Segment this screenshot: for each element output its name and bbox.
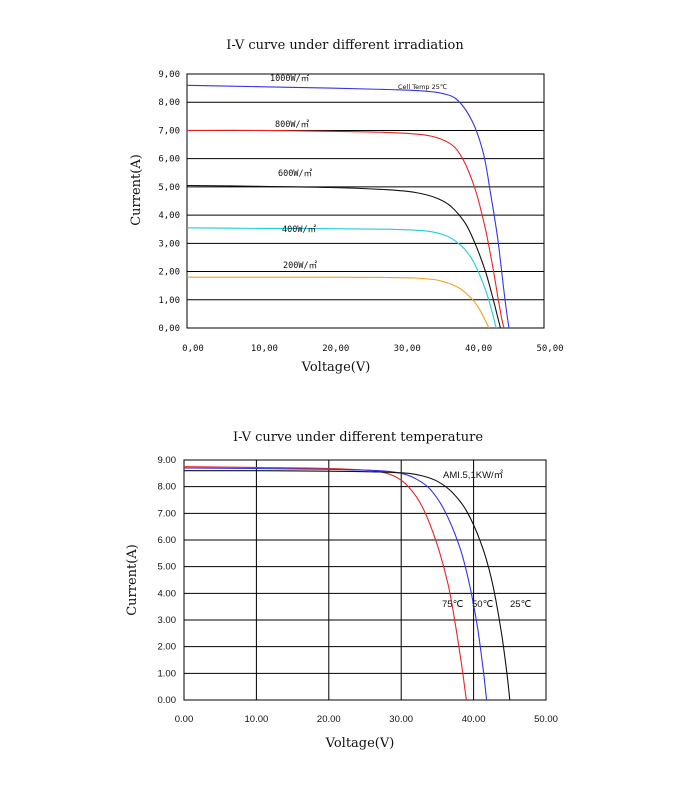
series-line [183, 466, 467, 701]
series-label: 600W/㎡ [278, 169, 313, 179]
y-tick-label: 7,00 [158, 126, 180, 136]
x-tick-label: 30.00 [389, 714, 413, 725]
y-tick-label: 9,00 [158, 70, 180, 80]
x-axis-label: Voltage(V) [325, 736, 395, 751]
x-tick-label: 0,00 [182, 344, 204, 354]
irradiance-annotation: AMI.5,1KW/㎡ [443, 470, 504, 481]
irradiation-chart: I-V curve under different irradiation 0,… [129, 38, 564, 375]
x-tick-label: 20,00 [322, 344, 349, 354]
series-line [183, 470, 511, 701]
temperature-chart: I-V curve under different temperature 0.… [125, 430, 558, 751]
chart-title: I-V curve under different irradiation [226, 38, 464, 53]
y-tick-label: 0,00 [158, 324, 180, 334]
y-tick-label: 1.00 [158, 668, 177, 679]
y-tick-label: 6,00 [158, 155, 180, 165]
x-tick-label: 50,00 [536, 344, 563, 354]
series-label: 50℃ [472, 599, 494, 610]
x-tick-label: 10.00 [245, 714, 269, 725]
y-tick-label: 3.00 [158, 615, 177, 626]
series-line [186, 227, 497, 329]
x-axis-label: Voltage(V) [301, 360, 371, 375]
y-tick-label: 8,00 [158, 98, 180, 108]
series-label: 200W/㎡ [283, 261, 318, 271]
x-tick-label: 0.00 [175, 714, 194, 725]
series-label: 25℃ [510, 599, 532, 610]
x-tick-label: 30,00 [394, 344, 421, 354]
y-tick-label: 2.00 [158, 642, 177, 653]
series-line [186, 84, 510, 329]
x-tick-label: 50.00 [534, 714, 558, 725]
series-line [186, 184, 501, 329]
y-tick-label: 4.00 [158, 588, 177, 599]
plot-frame [183, 459, 547, 701]
y-axis-label: Current(A) [129, 154, 144, 226]
series-line [183, 467, 488, 701]
series-line [187, 276, 490, 329]
series-label: 75℃ [442, 599, 464, 610]
y-tick-label: 9.00 [158, 455, 177, 466]
y-tick-label: 5,00 [158, 183, 180, 193]
cell-temp-annotation: Cell Temp 25℃ [398, 83, 447, 91]
series-line [186, 129, 505, 329]
y-tick-label: 6.00 [158, 535, 177, 546]
y-tick-label: 4,00 [158, 211, 180, 221]
chart-title: I-V curve under different temperature [233, 430, 483, 445]
x-tick-label: 20.00 [317, 714, 341, 725]
series-label: 800W/㎡ [275, 120, 310, 130]
y-tick-label: 2,00 [158, 268, 180, 278]
y-tick-label: 8.00 [158, 482, 177, 493]
x-tick-label: 10,00 [251, 344, 278, 354]
y-tick-label: 3,00 [158, 239, 180, 249]
y-tick-label: 1,00 [158, 296, 180, 306]
y-tick-label: 0.00 [158, 695, 177, 706]
x-tick-label: 40,00 [465, 344, 492, 354]
y-tick-label: 5.00 [158, 562, 177, 573]
y-tick-label: 7.00 [158, 508, 177, 519]
plot-frame [186, 73, 545, 329]
y-axis-label: Current(A) [125, 544, 140, 616]
x-tick-label: 40.00 [462, 714, 486, 725]
series-label: 1000W/㎡ [270, 74, 310, 84]
series-label: 400W/㎡ [282, 225, 317, 235]
